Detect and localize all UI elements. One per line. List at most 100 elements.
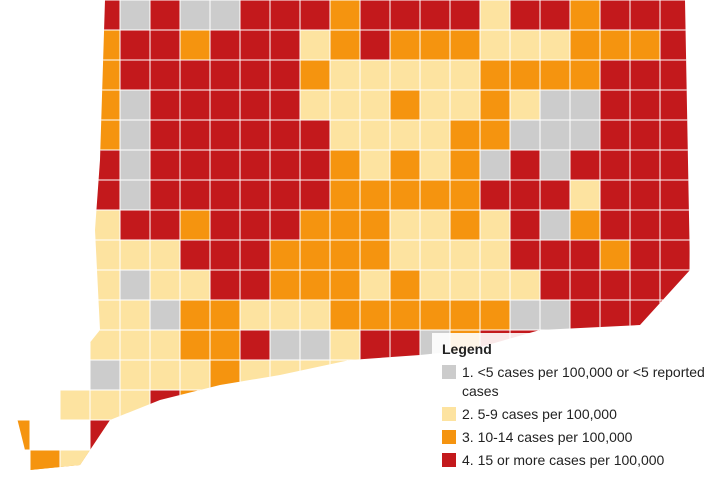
town: [629, 269, 661, 301]
legend-item: 1. <5 cases per 100,000 or <5 reported c…: [442, 363, 710, 401]
town: [389, 149, 421, 181]
town: [89, 29, 121, 61]
town: [449, 299, 481, 331]
town: [239, 359, 271, 391]
town: [149, 149, 181, 181]
town: [239, 119, 271, 151]
town: [89, 89, 121, 121]
town: [119, 329, 151, 361]
town: [179, 89, 211, 121]
town: [209, 0, 241, 31]
town: [119, 59, 151, 91]
town: [689, 29, 690, 61]
town: [599, 149, 631, 181]
town: [329, 179, 361, 211]
legend-title: Legend: [442, 341, 492, 357]
town: [149, 419, 181, 451]
town: [299, 0, 331, 31]
town: [389, 0, 421, 31]
town: [539, 179, 571, 211]
legend-items: 1. <5 cases per 100,000 or <5 reported c…: [442, 363, 710, 470]
town: [329, 299, 361, 331]
town: [689, 209, 690, 241]
town: [299, 89, 331, 121]
town: [179, 209, 211, 241]
town: [179, 119, 211, 151]
town: [89, 0, 121, 31]
town: [269, 119, 301, 151]
town: [509, 209, 541, 241]
town: [599, 269, 631, 301]
town: [539, 269, 571, 301]
town: [299, 119, 331, 151]
town: [89, 299, 121, 331]
town: [509, 0, 541, 31]
town: [389, 179, 421, 211]
town: [509, 239, 541, 271]
town: [179, 269, 211, 301]
town: [449, 239, 481, 271]
town: [509, 59, 541, 91]
town: [479, 269, 511, 301]
town: [239, 29, 271, 61]
town: [239, 179, 271, 211]
town: [119, 419, 151, 451]
town: [239, 269, 271, 301]
town: [689, 239, 690, 271]
town: [659, 179, 690, 211]
town: [149, 89, 181, 121]
town: [569, 119, 601, 151]
town: [179, 329, 211, 361]
town: [179, 149, 211, 181]
town: [449, 89, 481, 121]
town: [359, 29, 391, 61]
town: [269, 239, 301, 271]
town: [239, 59, 271, 91]
town: [599, 209, 631, 241]
town: [539, 239, 571, 271]
town: [179, 0, 211, 31]
town: [479, 0, 511, 31]
legend-label: 1. <5 cases per 100,000 or <5 reported c…: [462, 364, 705, 399]
town: [359, 239, 391, 271]
town: [569, 299, 601, 331]
town: [299, 269, 331, 301]
town: [119, 299, 151, 331]
town: [479, 299, 511, 331]
town: [419, 209, 451, 241]
town: [89, 179, 121, 211]
town: [59, 389, 91, 421]
town: [389, 299, 421, 331]
town: [659, 119, 690, 151]
town: [359, 89, 391, 121]
town: [329, 29, 361, 61]
town: [179, 239, 211, 271]
town: [299, 179, 331, 211]
town: [509, 179, 541, 211]
town: [329, 149, 361, 181]
town: [449, 0, 481, 31]
town: [149, 389, 181, 421]
town: [509, 119, 541, 151]
town: [239, 89, 271, 121]
town: [89, 269, 121, 301]
town: [269, 29, 301, 61]
town: [419, 269, 451, 301]
town: [689, 269, 690, 301]
town: [389, 29, 421, 61]
town: [539, 299, 571, 331]
town: [89, 149, 121, 181]
town: [509, 89, 541, 121]
town: [449, 59, 481, 91]
town: [419, 149, 451, 181]
town: [149, 269, 181, 301]
town: [269, 389, 301, 421]
town: [509, 29, 541, 61]
town: [629, 239, 661, 271]
town: [359, 149, 391, 181]
town: [539, 149, 571, 181]
town: [89, 419, 121, 451]
town: [569, 0, 601, 31]
town: [239, 299, 271, 331]
